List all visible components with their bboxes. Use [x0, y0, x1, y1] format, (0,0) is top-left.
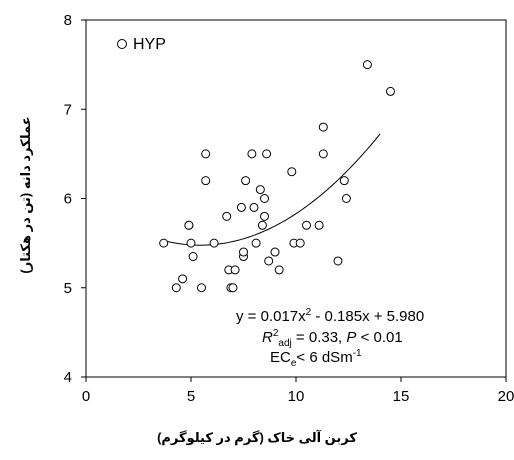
data-point — [260, 211, 269, 221]
data-point — [251, 238, 261, 248]
trend-curve — [163, 133, 381, 246]
data-point — [188, 252, 198, 262]
data-point — [274, 265, 284, 275]
y-tick-label: 4 — [64, 369, 72, 386]
y-tick-label: 5 — [64, 280, 72, 297]
y-tick-label: 7 — [64, 101, 72, 118]
legend-marker-icon — [117, 38, 127, 49]
data-point — [222, 211, 232, 221]
data-point — [201, 176, 211, 186]
ece-annotation: ECe< 6 dSm-1 — [270, 348, 362, 369]
data-point — [287, 167, 297, 177]
data-point — [386, 86, 395, 96]
data-point — [197, 283, 206, 293]
data-point — [255, 185, 265, 195]
data-point — [270, 247, 280, 257]
data-point — [241, 176, 251, 186]
data-point — [201, 149, 211, 159]
x-tick-label: 0 — [82, 388, 90, 405]
y-tick-label: 6 — [64, 191, 72, 208]
data-point — [264, 256, 274, 266]
data-point — [186, 238, 196, 248]
data-point — [239, 247, 248, 257]
equation-annotation: y = 0.017x2 - 0.185x + 5.980 — [236, 307, 425, 325]
x-tick-label: 20 — [498, 388, 514, 405]
data-point — [314, 220, 324, 230]
data-point — [302, 220, 311, 230]
data-point — [333, 256, 343, 266]
data-point — [247, 149, 257, 159]
data-point — [171, 283, 181, 293]
data-point — [260, 194, 269, 203]
data-point — [178, 274, 188, 284]
data-point — [184, 220, 194, 230]
data-point — [295, 238, 305, 248]
data-point — [339, 176, 349, 186]
data-point — [257, 220, 267, 230]
data-point — [159, 238, 169, 248]
legend: HYP — [117, 36, 166, 54]
x-tick-label: 10 — [288, 388, 305, 405]
data-point — [262, 149, 272, 159]
x-axis-label: کربن آلی خاک (گرم در کیلوگرم) — [157, 430, 357, 445]
data-point — [249, 202, 259, 212]
data-point — [228, 283, 238, 293]
data-point — [341, 194, 351, 203]
data-point — [230, 265, 240, 275]
data-point — [362, 60, 372, 70]
legend-label: HYP — [133, 36, 166, 53]
data-point — [318, 149, 328, 159]
data-point — [318, 122, 328, 132]
r2-annotation: R2adj = 0.33, P < 0.01 — [262, 328, 403, 349]
x-tick-label: 15 — [393, 388, 410, 405]
data-point — [236, 202, 246, 212]
data-point — [209, 238, 219, 248]
y-axis-label: عملکرد دانه (تن در هکتار) — [18, 116, 33, 274]
x-tick-label: 5 — [187, 388, 195, 405]
y-tick-label: 8 — [64, 12, 72, 29]
